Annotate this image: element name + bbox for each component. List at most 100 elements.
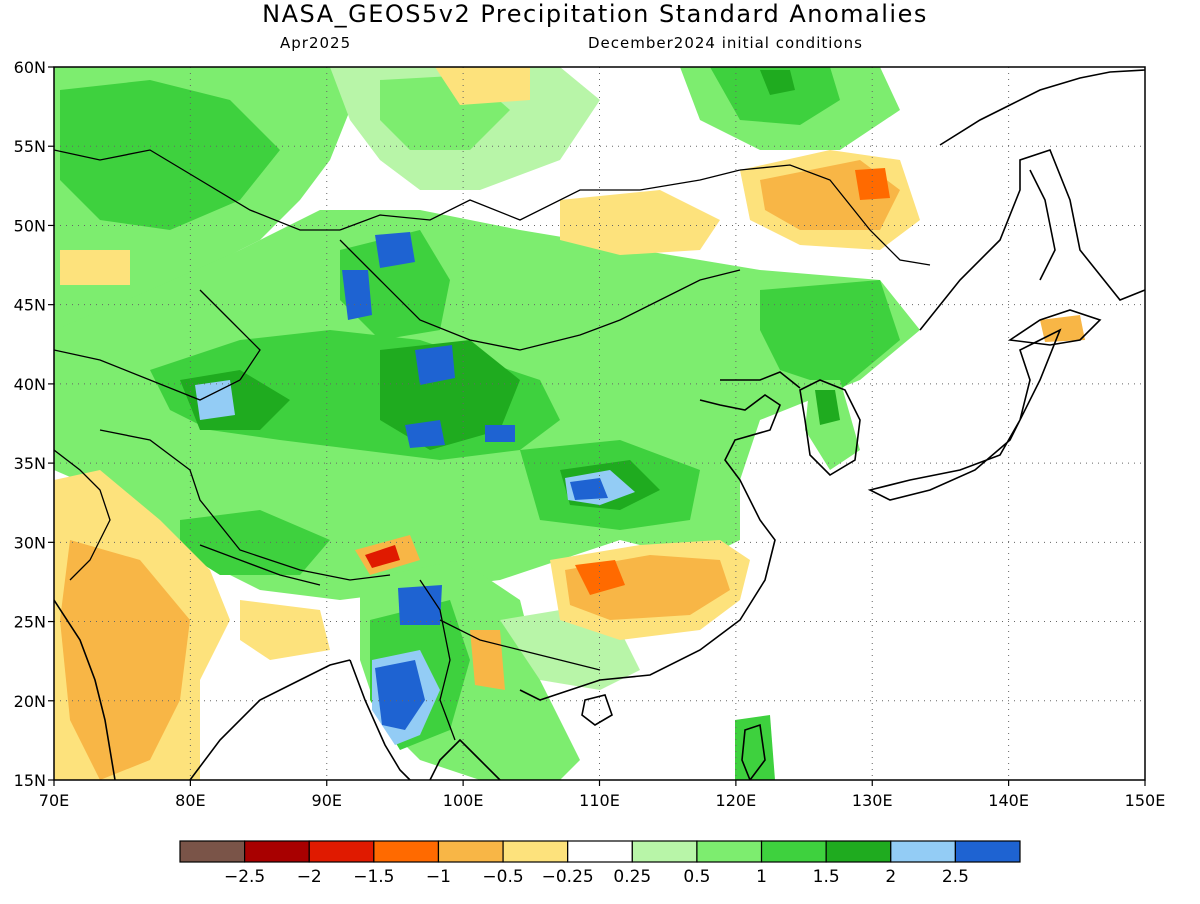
colorbar-label: 2 [885, 867, 896, 887]
lat-tick-label: 50N [14, 216, 46, 235]
anomaly-strong-wet-qaidam [485, 425, 515, 442]
colorbar-swatch [437, 840, 504, 863]
lat-tick-label: 25N [14, 613, 46, 632]
anomaly-wet-north-mongolia-core [710, 67, 840, 125]
lat-tick-label: 45N [14, 296, 46, 315]
colorbar-swatch [760, 840, 827, 863]
coastline-japan-hokkaido [1007, 309, 1102, 346]
anomaly-dry-india-core [60, 540, 190, 780]
colorbar-swatch [890, 840, 956, 863]
colorbar-swatch [373, 840, 440, 863]
lat-tick-label: 15N [14, 771, 46, 790]
coastline-hainan [581, 694, 613, 726]
anomaly-wet-qinghai [380, 340, 520, 450]
colorbar-swatch [696, 840, 763, 863]
lon-tick-label: 150E [1125, 791, 1166, 810]
border-central-asia [54, 349, 241, 401]
chart-title: NASA_GEOS5v2 Precipitation Standard Anom… [262, 0, 928, 28]
anomaly-strong-dry-northeast-china [855, 168, 890, 200]
colorbar-swatch [567, 840, 633, 863]
coastline-china-east [519, 394, 781, 701]
coastline-india-west [54, 599, 116, 780]
lat-tick-label: 30N [14, 533, 46, 552]
colorbar-label: −2 [297, 867, 322, 887]
lat-tick-label: 20N [14, 692, 46, 711]
border-russia-kazakhstan [54, 149, 340, 231]
colorbar-swatch [244, 840, 310, 863]
coastline-korea [799, 379, 861, 477]
anomaly-dry-north-china [560, 190, 720, 255]
forecast-month: Apr2025 [280, 34, 352, 52]
initial-conditions-label: December2024 initial conditions [588, 34, 863, 52]
colorbar-label: −0.25 [542, 867, 594, 887]
colorbar-swatch [502, 840, 569, 863]
coastline-indochina [429, 738, 501, 780]
coastline-okhotsk [939, 69, 1145, 146]
colorbar-label: 0.25 [613, 867, 651, 887]
anomaly-strong-wet-myanmar-south-core [375, 660, 425, 730]
lon-tick-label: 80E [175, 791, 205, 810]
anomaly-dry-pakistan [60, 250, 130, 285]
lon-tick-label: 70E [39, 791, 69, 810]
lon-tick-label: 110E [579, 791, 620, 810]
border-china-indochina [439, 619, 601, 671]
anomaly-strong-wet-qinghai [415, 345, 455, 385]
lon-tick-label: 130E [852, 791, 893, 810]
lon-tick-label: 90E [312, 791, 342, 810]
anomaly-wet-tibet-south [180, 510, 330, 575]
colorbar-swatch [631, 840, 698, 863]
lat-tick-label: 35N [14, 454, 46, 473]
anomaly-field [54, 67, 1145, 780]
colorbar-label: −0.5 [482, 867, 523, 887]
colorbar-swatch [179, 840, 246, 863]
border-afghanistan [54, 449, 111, 581]
coastlines [54, 69, 1145, 780]
lon-tick-label: 100E [443, 791, 484, 810]
anomaly-strong-wet-kunlun [405, 420, 445, 448]
axis-ticks: 70E 80E 90E 100E 110E 120E 130E 140E 150E 15N 20N 2… [14, 58, 1166, 810]
anomaly-dry-north-india [240, 600, 330, 660]
anomaly-strong-wet-tarim [195, 380, 235, 420]
anomaly-wet-taiwan [735, 715, 775, 780]
border-china-south-asia [99, 429, 391, 581]
colorbar-label: −2.5 [224, 867, 265, 887]
colorbar-swatch [825, 840, 892, 863]
border-myanmar-east [419, 579, 456, 741]
coastline-japan-honshu [867, 328, 1062, 501]
lon-tick-label: 120E [716, 791, 757, 810]
anomaly-wet-north-mongolia-spot [760, 70, 795, 95]
coastline-sakhalin [1029, 169, 1056, 281]
anomaly-wet-korea-core [815, 390, 840, 425]
lat-tick-label: 60N [14, 58, 46, 77]
anomaly-dry-laos [470, 630, 505, 690]
colorbar-label: −1.5 [353, 867, 394, 887]
colorbar-label: 1 [756, 867, 767, 887]
coastline-india-east [189, 659, 351, 780]
lat-tick-label: 40N [14, 375, 46, 394]
colorbar: −2.5 −2 −1.5 −1 −0.5 −0.25 0.25 0.5 1 1.5 2 2.5 [179, 840, 1021, 887]
coastline-taiwan [741, 723, 766, 780]
anomaly-strong-wet-mongolia [375, 232, 415, 268]
anomaly-wet-kazakhstan-core [60, 80, 280, 230]
anomaly-strong-wet-sichuan-core [570, 478, 608, 500]
colorbar-label: 1.5 [813, 867, 840, 887]
border-nepal-india [199, 544, 321, 586]
colorbar-label: 2.5 [942, 867, 969, 887]
lon-tick-label: 140E [988, 791, 1029, 810]
colorbar-label: 0.5 [683, 867, 710, 887]
coastline-bay-of-bengal [349, 659, 411, 780]
colorbar-swatch [954, 840, 1021, 863]
map-gridlines [54, 67, 1145, 780]
border-china-mongolia [339, 239, 741, 351]
anomaly-dry-siberia [435, 67, 530, 105]
country-borders [54, 149, 931, 741]
coastline-russia-pacific [919, 149, 1145, 331]
border-china-kazakhstan [199, 289, 261, 381]
anomaly-wet-manchuria [760, 280, 900, 390]
border-russia-china-northeast [739, 164, 931, 266]
colorbar-label: −1 [426, 867, 451, 887]
lat-tick-label: 55N [14, 137, 46, 156]
coastline-bohai [720, 371, 801, 389]
